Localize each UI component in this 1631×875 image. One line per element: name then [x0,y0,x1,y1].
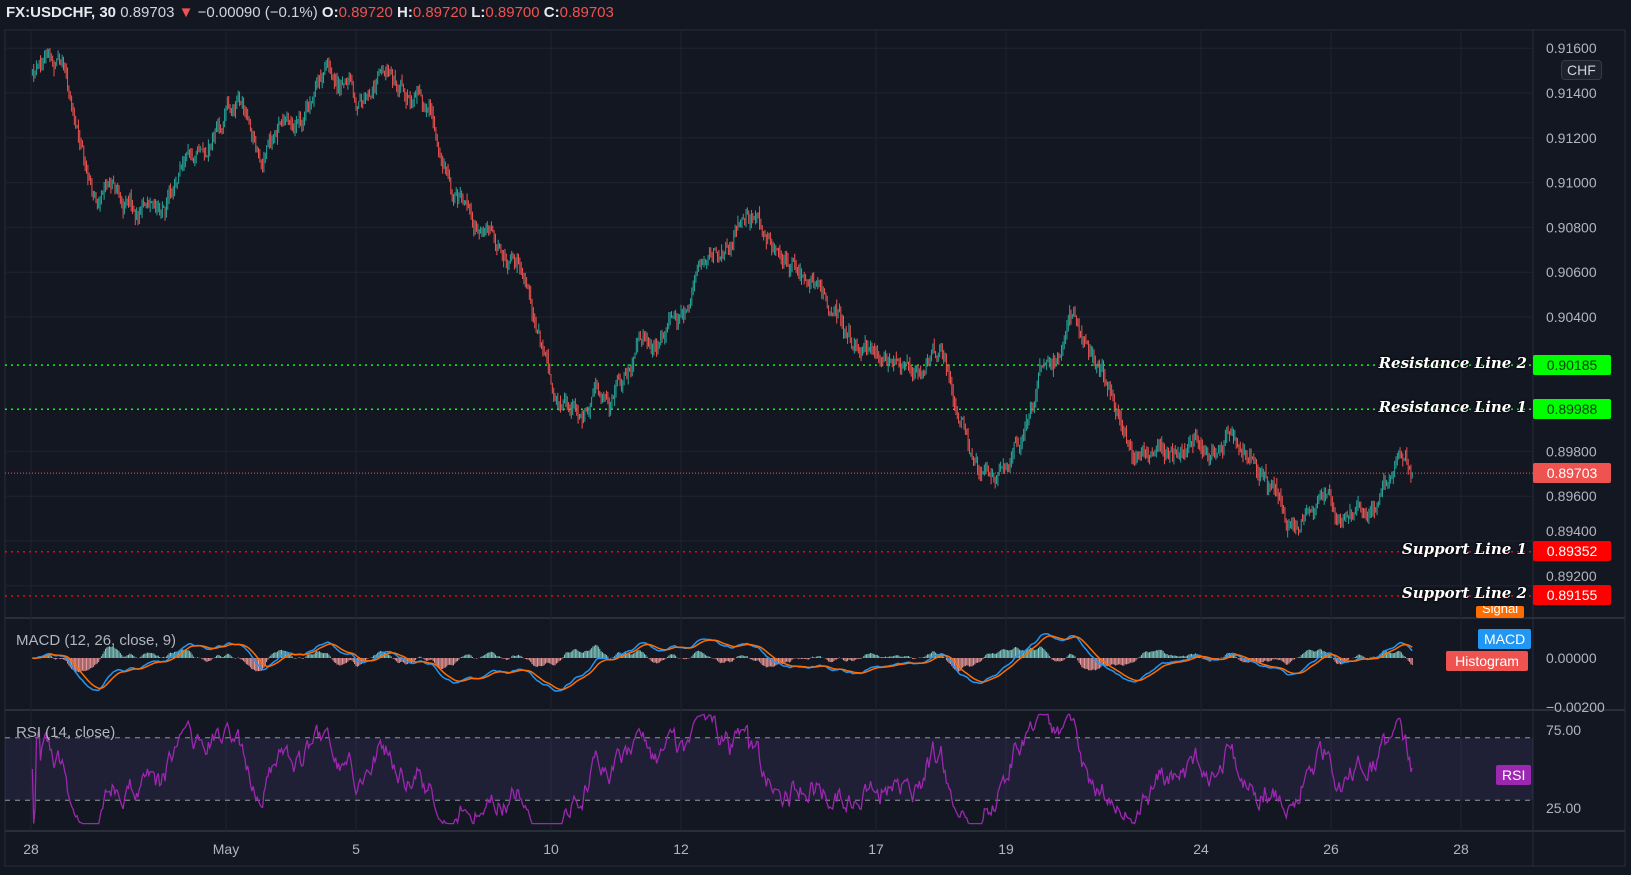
symbol-header: FX:USDCHF, 30 0.89703 ▼ −0.00090 (−0.1%)… [6,4,614,21]
support-2-price-tag: 0.89155 [1533,585,1611,605]
rsi-band-fill [5,737,1533,801]
close-label: C: [543,4,560,21]
time-axis-label: 28 [23,841,39,857]
time-axis-label: 26 [1323,841,1339,857]
resistance-2-price-tag: 0.90185 [1533,355,1611,375]
price-axis-label: 0.90600 [1546,264,1597,280]
support-2-label: Support Line 2 [1401,584,1527,602]
time-axis-label: 28 [1453,841,1469,857]
resistance-1-price-tag: 0.89988 [1533,399,1611,419]
high-label: H: [396,4,413,21]
support-1-label: Support Line 1 [1401,540,1527,558]
histogram-legend-tag: Histogram [1446,651,1528,671]
open-label: O: [321,4,339,21]
down-arrow-icon: ▼ [178,4,194,21]
macd-axis-label: 0.00000 [1546,650,1597,666]
time-axis-label: 12 [673,841,689,857]
time-axis-label: 10 [543,841,559,857]
price-axis-label: 0.91400 [1546,85,1597,101]
time-axis-label: 17 [868,841,884,857]
time-axis-label: 19 [998,841,1014,857]
price-change: −0.00090 (−0.1%) [197,4,318,21]
close-value: 0.89703 [559,4,614,21]
time-axis-label: 24 [1193,841,1209,857]
currency-badge[interactable]: CHF [1561,60,1602,80]
price-axis-label: 0.91600 [1546,40,1597,56]
signal-line [32,635,1413,691]
price-axis-label: 0.91000 [1546,175,1597,191]
price-axis-label: 0.89200 [1546,568,1597,584]
price-axis-label: 0.90800 [1546,219,1597,235]
price-axis-label: 0.89600 [1546,488,1597,504]
low-value: 0.89700 [485,4,540,21]
rsi-title[interactable]: RSI (14, close) [16,724,116,741]
symbol-name[interactable]: FX:USDCHF, 30 [6,4,117,21]
rsi-axis-label: 25.00 [1546,800,1581,816]
last-price: 0.89703 [120,4,175,21]
resistance-1-label: Resistance Line 1 [1378,398,1527,416]
time-axis-label: May [213,841,239,857]
open-value: 0.89720 [338,4,393,21]
macd-title[interactable]: MACD (12, 26, close, 9) [16,632,177,649]
chart-frame [4,29,1626,867]
price-axis-label: 0.89800 [1546,443,1597,459]
macd-line [32,633,1413,692]
rsi-axis-label: 75.00 [1546,722,1581,738]
macd-legend-tag: MACD [1478,629,1532,649]
resistance-2-label: Resistance Line 2 [1378,354,1527,372]
price-axis-label: 0.90400 [1546,309,1597,325]
support-1-price-tag: 0.89352 [1533,541,1611,561]
price-axis-label: 0.89400 [1546,523,1597,539]
price-axis-label: 0.91200 [1546,130,1597,146]
macd-axis-label: −0.00200 [1546,699,1605,715]
rsi-legend-tag: RSI [1496,765,1532,785]
high-value: 0.89720 [412,4,468,21]
time-axis-label: 5 [352,841,360,857]
low-label: L: [471,4,486,21]
signal-legend-tag: Signal [1476,606,1525,618]
rsi-line [31,713,1413,825]
current-price-tag: 0.89703 [1533,463,1611,483]
